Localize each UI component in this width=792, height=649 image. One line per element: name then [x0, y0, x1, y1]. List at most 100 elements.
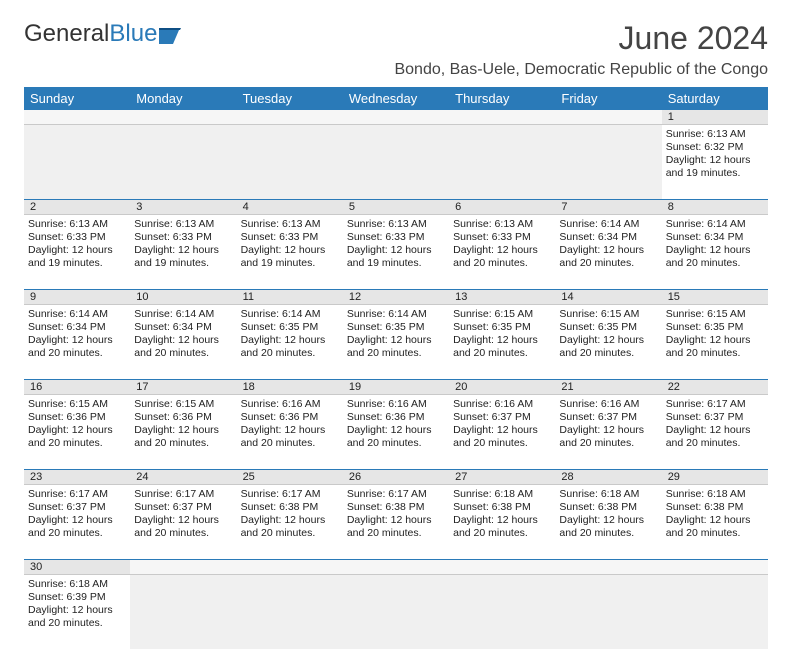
- calendar-cell: [449, 575, 555, 649]
- sunrise-text: Sunrise: 6:18 AM: [28, 578, 126, 591]
- calendar-cell: Sunrise: 6:15 AMSunset: 6:35 PMDaylight:…: [449, 305, 555, 379]
- calendar-cell: Sunrise: 6:17 AMSunset: 6:37 PMDaylight:…: [130, 485, 236, 559]
- cell-body: Sunrise: 6:18 AMSunset: 6:38 PMDaylight:…: [666, 487, 764, 541]
- brand-logo: GeneralBlue: [24, 20, 181, 48]
- calendar-cell: Sunrise: 6:13 AMSunset: 6:33 PMDaylight:…: [343, 215, 449, 289]
- cell-body: Sunrise: 6:14 AMSunset: 6:34 PMDaylight:…: [134, 307, 232, 361]
- daynum-row: 30: [24, 560, 768, 574]
- sunset-text: Sunset: 6:34 PM: [28, 321, 126, 334]
- calendar-body: 1Sunrise: 6:13 AMSunset: 6:32 PMDaylight…: [24, 110, 768, 649]
- calendar-cell: [449, 125, 555, 199]
- page-header: GeneralBlue June 2024: [24, 20, 768, 57]
- sunset-text: Sunset: 6:37 PM: [453, 411, 551, 424]
- calendar-week: 9101112131415Sunrise: 6:14 AMSunset: 6:3…: [24, 290, 768, 380]
- daylight-text: Daylight: 12 hours and 20 minutes.: [453, 244, 551, 270]
- daylight-text: Daylight: 12 hours and 20 minutes.: [347, 334, 445, 360]
- day-number: 19: [343, 380, 449, 394]
- cell-body: Sunrise: 6:15 AMSunset: 6:35 PMDaylight:…: [666, 307, 764, 361]
- daylight-text: Daylight: 12 hours and 19 minutes.: [28, 244, 126, 270]
- calendar-cell: Sunrise: 6:17 AMSunset: 6:38 PMDaylight:…: [237, 485, 343, 559]
- day-number: [555, 560, 661, 574]
- cell-body: Sunrise: 6:16 AMSunset: 6:37 PMDaylight:…: [453, 397, 551, 451]
- calendar-content-row: Sunrise: 6:13 AMSunset: 6:33 PMDaylight:…: [24, 214, 768, 289]
- daylight-text: Daylight: 12 hours and 20 minutes.: [28, 334, 126, 360]
- sunset-text: Sunset: 6:36 PM: [347, 411, 445, 424]
- calendar-cell: Sunrise: 6:16 AMSunset: 6:37 PMDaylight:…: [555, 395, 661, 469]
- daylight-text: Daylight: 12 hours and 20 minutes.: [241, 334, 339, 360]
- daylight-text: Daylight: 12 hours and 20 minutes.: [134, 424, 232, 450]
- day-number: [449, 560, 555, 574]
- calendar-cell: Sunrise: 6:18 AMSunset: 6:38 PMDaylight:…: [555, 485, 661, 559]
- day-number: 30: [24, 560, 130, 574]
- sunset-text: Sunset: 6:38 PM: [241, 501, 339, 514]
- calendar-cell: [130, 575, 236, 649]
- daylight-text: Daylight: 12 hours and 20 minutes.: [134, 334, 232, 360]
- sunset-text: Sunset: 6:37 PM: [134, 501, 232, 514]
- cell-body: Sunrise: 6:18 AMSunset: 6:38 PMDaylight:…: [453, 487, 551, 541]
- calendar-cell: [130, 125, 236, 199]
- cell-body: Sunrise: 6:17 AMSunset: 6:37 PMDaylight:…: [134, 487, 232, 541]
- sunrise-text: Sunrise: 6:17 AM: [134, 488, 232, 501]
- day-number: 10: [130, 290, 236, 304]
- daylight-text: Daylight: 12 hours and 19 minutes.: [347, 244, 445, 270]
- header-wednesday: Wednesday: [343, 87, 449, 110]
- sunrise-text: Sunrise: 6:15 AM: [28, 398, 126, 411]
- daylight-text: Daylight: 12 hours and 20 minutes.: [666, 334, 764, 360]
- cell-body: Sunrise: 6:13 AMSunset: 6:33 PMDaylight:…: [28, 217, 126, 271]
- day-number: 3: [130, 200, 236, 214]
- calendar-cell: Sunrise: 6:14 AMSunset: 6:35 PMDaylight:…: [237, 305, 343, 379]
- day-number: [130, 560, 236, 574]
- sunrise-text: Sunrise: 6:14 AM: [134, 308, 232, 321]
- sunset-text: Sunset: 6:38 PM: [559, 501, 657, 514]
- calendar-cell: [555, 125, 661, 199]
- header-sunday: Sunday: [24, 87, 130, 110]
- daylight-text: Daylight: 12 hours and 20 minutes.: [28, 604, 126, 630]
- cell-body: Sunrise: 6:17 AMSunset: 6:37 PMDaylight:…: [28, 487, 126, 541]
- day-number: 13: [449, 290, 555, 304]
- brand-part2: Blue: [109, 20, 157, 48]
- sunset-text: Sunset: 6:35 PM: [241, 321, 339, 334]
- day-number: 7: [555, 200, 661, 214]
- calendar-content-row: Sunrise: 6:13 AMSunset: 6:32 PMDaylight:…: [24, 124, 768, 199]
- cell-body: Sunrise: 6:16 AMSunset: 6:36 PMDaylight:…: [347, 397, 445, 451]
- daylight-text: Daylight: 12 hours and 20 minutes.: [28, 424, 126, 450]
- daylight-text: Daylight: 12 hours and 20 minutes.: [28, 514, 126, 540]
- sunset-text: Sunset: 6:36 PM: [241, 411, 339, 424]
- day-number: 5: [343, 200, 449, 214]
- sunset-text: Sunset: 6:37 PM: [666, 411, 764, 424]
- sunrise-text: Sunrise: 6:14 AM: [666, 218, 764, 231]
- daylight-text: Daylight: 12 hours and 19 minutes.: [134, 244, 232, 270]
- daylight-text: Daylight: 12 hours and 20 minutes.: [666, 514, 764, 540]
- logo-flag-icon: [159, 28, 181, 44]
- sunrise-text: Sunrise: 6:16 AM: [559, 398, 657, 411]
- calendar-cell: Sunrise: 6:17 AMSunset: 6:37 PMDaylight:…: [24, 485, 130, 559]
- cell-body: Sunrise: 6:14 AMSunset: 6:34 PMDaylight:…: [666, 217, 764, 271]
- sunrise-text: Sunrise: 6:13 AM: [241, 218, 339, 231]
- calendar-content-row: Sunrise: 6:14 AMSunset: 6:34 PMDaylight:…: [24, 304, 768, 379]
- calendar-cell: Sunrise: 6:17 AMSunset: 6:38 PMDaylight:…: [343, 485, 449, 559]
- sunset-text: Sunset: 6:38 PM: [453, 501, 551, 514]
- daylight-text: Daylight: 12 hours and 20 minutes.: [241, 514, 339, 540]
- calendar-week: 2345678Sunrise: 6:13 AMSunset: 6:33 PMDa…: [24, 200, 768, 290]
- header-thursday: Thursday: [449, 87, 555, 110]
- calendar-week: 16171819202122Sunrise: 6:15 AMSunset: 6:…: [24, 380, 768, 470]
- sunrise-text: Sunrise: 6:18 AM: [453, 488, 551, 501]
- daylight-text: Daylight: 12 hours and 20 minutes.: [453, 514, 551, 540]
- sunrise-text: Sunrise: 6:15 AM: [666, 308, 764, 321]
- day-number: 23: [24, 470, 130, 484]
- calendar-cell: Sunrise: 6:13 AMSunset: 6:33 PMDaylight:…: [237, 215, 343, 289]
- daylight-text: Daylight: 12 hours and 20 minutes.: [453, 424, 551, 450]
- day-number: 6: [449, 200, 555, 214]
- cell-body: Sunrise: 6:18 AMSunset: 6:38 PMDaylight:…: [559, 487, 657, 541]
- location-subtitle: Bondo, Bas-Uele, Democratic Republic of …: [24, 61, 768, 79]
- sunrise-text: Sunrise: 6:15 AM: [453, 308, 551, 321]
- calendar-cell: Sunrise: 6:13 AMSunset: 6:33 PMDaylight:…: [130, 215, 236, 289]
- cell-body: Sunrise: 6:16 AMSunset: 6:36 PMDaylight:…: [241, 397, 339, 451]
- daynum-row: 2345678: [24, 200, 768, 214]
- sunset-text: Sunset: 6:33 PM: [28, 231, 126, 244]
- daylight-text: Daylight: 12 hours and 20 minutes.: [559, 244, 657, 270]
- daylight-text: Daylight: 12 hours and 19 minutes.: [241, 244, 339, 270]
- cell-body: Sunrise: 6:16 AMSunset: 6:37 PMDaylight:…: [559, 397, 657, 451]
- day-number: [662, 560, 768, 574]
- day-number: 25: [237, 470, 343, 484]
